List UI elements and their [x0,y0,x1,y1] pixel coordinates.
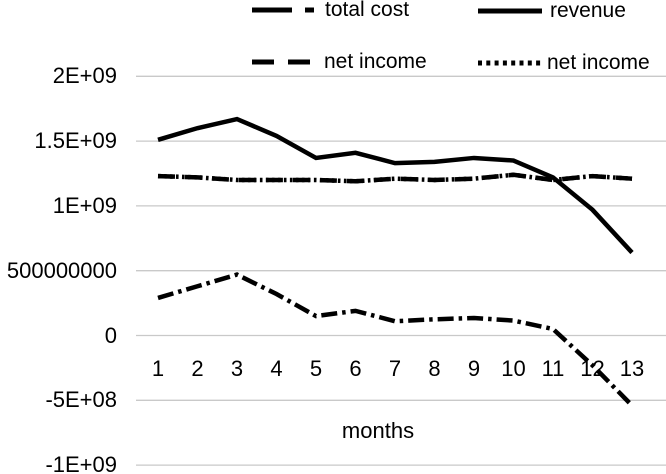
x-axis-tick-label: 10 [501,356,526,381]
y-axis-tick-label: 500000000 [6,257,117,283]
y-axis-tick-label: 2E+09 [52,63,117,89]
x-axis-tick-label: 11 [541,356,565,381]
legend-item-net-income-dotted: net income [478,52,650,74]
y-axis-tick-label: -5E+08 [45,387,117,413]
legend-label: net income [547,51,650,74]
x-axis-tick-label: 3 [230,356,244,381]
series-line-dash-dot [157,272,634,408]
legend-label: revenue [550,0,626,22]
legend-dotted-line-icon [478,60,541,66]
series-line-solid [157,116,634,255]
x-axis-tick-label: 6 [349,356,362,381]
x-axis-tick-label: 13 [619,356,645,381]
y-axis-tick-label: 1.5E+09 [34,128,117,154]
legend-dashed-line-icon [252,59,310,65]
legend-item-total-cost: total cost [252,0,409,21]
legend-label: total cost [325,0,410,21]
legend-item-net-income-dashed: net income [252,51,427,73]
legend-dash-dot-line-icon [252,7,314,13]
x-axis-tick-label: 1 [151,356,165,381]
x-axis-tick-label: 7 [388,356,402,381]
legend-item-revenue: revenue [478,0,626,22]
x-axis-tick-label: 2 [191,356,204,381]
series-line-dotted [157,172,633,184]
y-axis-tick-label: 0 [104,322,117,348]
y-axis-tick-label: 1E+09 [52,192,117,218]
legend-label: net income [324,50,427,73]
x-axis-tick-label: 5 [309,356,323,381]
y-axis-tick-label: -1E+09 [45,452,117,474]
legend-solid-line-icon [478,8,542,14]
x-axis-tick-label: 8 [428,356,441,381]
x-axis-title: months [341,418,415,443]
x-axis-tick-label: 9 [467,356,481,381]
x-axis-tick-label: 4 [270,356,283,381]
